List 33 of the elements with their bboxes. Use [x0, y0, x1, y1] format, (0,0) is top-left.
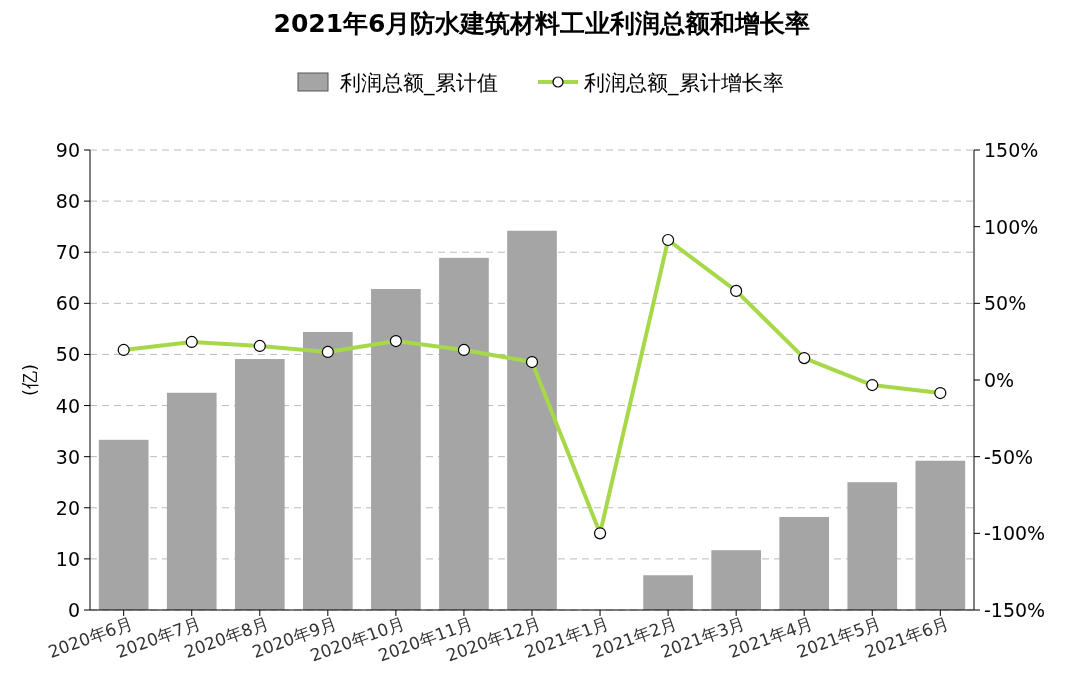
y-tick-label: 0 [67, 599, 80, 621]
bar [915, 460, 966, 610]
y2-tick-label: -150% [984, 599, 1046, 621]
y2-tick-label: 100% [984, 215, 1039, 238]
chart-title: 2021年6月防水建筑材料工业利润总额和增长率 [273, 9, 811, 38]
bar [507, 230, 557, 610]
bar [779, 516, 830, 610]
y-tick-label: 50 [55, 343, 80, 366]
bar [234, 359, 285, 610]
bar [303, 331, 353, 610]
y-tick-label: 30 [55, 445, 80, 468]
legend-label: 利润总额_累计值 [340, 71, 498, 96]
y2-tick-label: 50% [984, 292, 1027, 315]
bar [371, 289, 421, 610]
y-tick-label: 80 [55, 190, 80, 213]
y-tick-label: 40 [55, 394, 80, 417]
y-tick-label: 10 [55, 547, 80, 570]
y-tick-label: 20 [55, 496, 80, 519]
y-axis-title: (亿) [19, 363, 40, 397]
legend-label: 利润总额_累计增长率 [584, 71, 784, 96]
bar [643, 575, 693, 610]
y2-tick-label: 150% [984, 139, 1039, 161]
y-tick-label: 60 [55, 292, 80, 315]
bar [847, 482, 898, 610]
y2-tick-label: -100% [984, 522, 1046, 545]
y-tick-label: 70 [55, 241, 80, 264]
y2-tick-label: 0% [984, 369, 1015, 391]
bar [439, 257, 489, 610]
y-tick-label: 90 [55, 139, 80, 161]
bar [98, 439, 149, 610]
bar [166, 392, 217, 610]
bar [711, 550, 761, 610]
y2-tick-label: -50% [984, 445, 1034, 468]
